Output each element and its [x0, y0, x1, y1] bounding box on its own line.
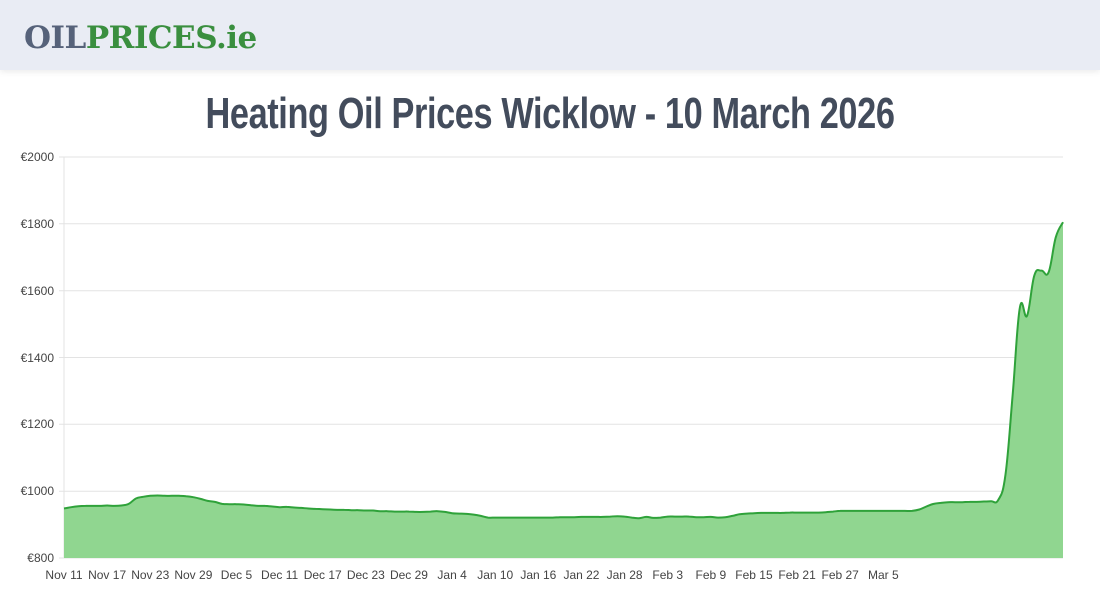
x-tick-label: Nov 29: [174, 568, 213, 582]
y-tick-label: €1800: [20, 216, 54, 231]
y-tick-label: €1600: [20, 283, 54, 298]
price-line[interactable]: [63, 221, 1064, 520]
site-logo[interactable]: OILPRICES.ie: [24, 18, 257, 58]
x-tick-label: Jan 28: [606, 568, 643, 582]
x-tick-label: Jan 4: [437, 568, 467, 582]
x-tick-label: Jan 10: [477, 568, 514, 582]
x-tick-label: Feb 15: [735, 568, 773, 582]
x-tick-label: Dec 23: [346, 568, 385, 582]
x-tick-label: Feb 27: [821, 568, 859, 582]
x-tick-label: Jan 16: [520, 568, 557, 582]
x-tick-label: Nov 11: [45, 568, 83, 582]
x-tick-label: Dec 11: [261, 568, 299, 582]
y-tick-label: €1400: [20, 350, 54, 365]
x-tick-label: Dec 17: [303, 568, 342, 582]
y-tick-label: €1000: [20, 484, 54, 499]
x-tick-label: Feb 3: [652, 568, 684, 582]
site-header: OILPRICES.ie: [0, 0, 1100, 70]
price-area-fill: [64, 222, 1063, 558]
x-tick-label: Jan 22: [563, 568, 600, 582]
x-tick-label: Mar 5: [867, 568, 899, 582]
x-tick-label: Dec 5: [220, 568, 253, 582]
y-tick-label: €800: [27, 551, 54, 565]
y-tick-label: €1200: [20, 417, 54, 432]
x-tick-label: Feb 9: [695, 568, 727, 582]
x-tick-label: Nov 23: [131, 568, 170, 582]
x-tick-label: Nov 17: [88, 568, 127, 582]
x-tick-label: Feb 21: [778, 568, 816, 582]
page-title: Heating Oil Prices Wicklow - 10 March 20…: [205, 89, 895, 138]
y-tick-label: €2000: [20, 150, 54, 164]
logo-prices-text: PRICES.ie: [85, 20, 257, 56]
logo-oil-text: OIL: [24, 20, 86, 56]
x-tick-label: Dec 29: [389, 568, 428, 582]
